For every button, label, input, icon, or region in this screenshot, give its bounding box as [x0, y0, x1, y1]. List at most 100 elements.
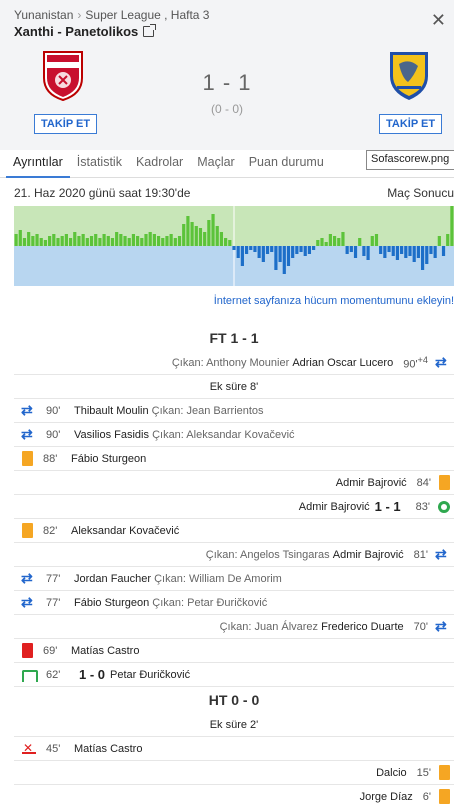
- event-row[interactable]: Çıkan: Angelos Tsingaras Admir Bajrović 8…: [14, 543, 454, 567]
- momentum-bar: [437, 236, 441, 246]
- event-row[interactable]: 62' 1 - 0 Petar Đuričković: [14, 663, 454, 687]
- momentum-bar: [353, 246, 358, 258]
- event-row[interactable]: Çıkan: Juan Álvarez Frederico Duarte 70': [14, 615, 454, 639]
- momentum-bar: [18, 230, 22, 246]
- breadcrumb: Yunanistan › Super League , Hafta 3: [14, 8, 209, 22]
- momentum-bar: [450, 206, 454, 246]
- match-result-label: Maç Sonucu: [387, 186, 454, 200]
- yellow-card-icon: [439, 765, 450, 780]
- tab-matches[interactable]: Maçlar: [197, 155, 235, 169]
- event-row[interactable]: 69' Matías Castro: [14, 639, 454, 663]
- breadcrumb-league[interactable]: Super League , Hafta 3: [85, 8, 210, 22]
- momentum-bar: [110, 238, 115, 246]
- close-icon[interactable]: ✕: [430, 10, 446, 30]
- player-in: Fábio Sturgeon: [74, 596, 150, 609]
- momentum-bar: [106, 236, 110, 246]
- away-team-logo: [390, 52, 428, 100]
- breadcrumb-country[interactable]: Yunanistan: [14, 8, 74, 22]
- player-name: Matías Castro: [71, 644, 140, 657]
- momentum-bar: [81, 234, 85, 246]
- player-name: Matías Castro: [74, 742, 143, 755]
- momentum-bar: [31, 236, 35, 246]
- goal-scorer: Admir Bajrović: [298, 500, 370, 513]
- event-row[interactable]: 90' Thibault Moulin Çıkan: Jean Barriento…: [14, 399, 454, 423]
- added-time: Ek süre 2': [14, 713, 454, 737]
- momentum-bar: [173, 238, 177, 246]
- event-row[interactable]: Admir Bajrović 1 - 1 83': [14, 495, 454, 519]
- momentum-bar: [358, 238, 362, 246]
- momentum-bar: [249, 246, 253, 250]
- event-minute: 77': [46, 572, 61, 585]
- tab-lineups[interactable]: Kadrolar: [135, 155, 184, 169]
- goal-scorer: Petar Đuričković: [110, 668, 191, 681]
- momentum-bar: [219, 232, 224, 246]
- momentum-bar: [307, 246, 312, 254]
- momentum-bar: [257, 246, 261, 258]
- event-row[interactable]: Jorge Díaz 6': [14, 785, 454, 808]
- momentum-bar: [324, 242, 328, 246]
- momentum-bar: [115, 232, 119, 246]
- follow-away-button[interactable]: TAKİP ET: [379, 114, 443, 134]
- follow-home-button[interactable]: TAKİP ET: [34, 114, 98, 134]
- extra-minute: +4: [417, 354, 428, 365]
- momentum-bar: [265, 246, 270, 254]
- event-row[interactable]: 77' Jordan Faucher Çıkan: William De Amor…: [14, 567, 454, 591]
- player-in: Vasilios Fasidis: [74, 428, 149, 441]
- momentum-bar: [140, 238, 144, 246]
- momentum-bar: [136, 236, 140, 246]
- momentum-bar: [441, 246, 446, 256]
- momentum-bar: [295, 246, 299, 254]
- match-title[interactable]: Xanthi - Panetolikos: [14, 24, 157, 39]
- event-row[interactable]: 82' Aleksandar Kovačević: [14, 519, 454, 543]
- event-row[interactable]: 45' Matías Castro: [14, 737, 454, 761]
- player-out: Çıkan: Anthony Mounier: [171, 356, 290, 369]
- event-row[interactable]: Çıkan: Anthony Mounier Adrian Oscar Luce…: [14, 351, 454, 375]
- momentum-bar: [207, 220, 211, 246]
- momentum-bar: [152, 234, 156, 246]
- event-row[interactable]: 77' Fábio Sturgeon Çıkan: Petar Đuričkovi…: [14, 591, 454, 615]
- event-timeline: FT 1 - 1 Çıkan: Anthony Mounier Adrian Os…: [14, 325, 454, 808]
- event-row[interactable]: 88' Fábio Sturgeon: [14, 447, 454, 471]
- tab-statistics[interactable]: İstatistik: [76, 155, 122, 169]
- momentum-bar: [370, 236, 374, 246]
- player-in: Frederico Duarte: [321, 620, 404, 633]
- embed-momentum-link[interactable]: İnternet sayfanıza hücum momentumunu ekl…: [213, 295, 454, 307]
- momentum-bar: [270, 246, 274, 252]
- event-row[interactable]: Dalcio 15': [14, 761, 454, 785]
- event-minute: 77': [46, 596, 61, 609]
- momentum-bar: [224, 238, 228, 246]
- yellow-card-icon: [22, 451, 33, 466]
- momentum-bar: [77, 236, 81, 246]
- tab-details[interactable]: Ayrıntılar: [6, 150, 70, 178]
- momentum-bar: [102, 234, 106, 246]
- event-minute: 45': [46, 742, 61, 755]
- chevron-right-icon: ›: [77, 8, 82, 22]
- momentum-bar: [156, 236, 161, 246]
- match-date: 21. Haz 2020 günü saat 19:30'de: [14, 186, 191, 200]
- momentum-bar: [345, 246, 349, 254]
- yellow-card-icon: [439, 789, 450, 804]
- momentum-bar: [27, 232, 31, 246]
- substitution-icon: [21, 594, 36, 611]
- event-row[interactable]: Admir Bajrović 84': [14, 471, 454, 495]
- home-team-logo: [43, 51, 83, 102]
- momentum-bar: [391, 246, 395, 256]
- event-minute: 69': [43, 644, 58, 657]
- momentum-bar: [35, 234, 39, 246]
- momentum-bar: [43, 240, 48, 246]
- period-score: HT 0 - 0: [208, 692, 260, 708]
- momentum-bar: [337, 238, 341, 246]
- filename-tooltip: Sofascorew.png: [366, 150, 454, 170]
- tab-bar: Ayrıntılar İstatistik Kadrolar Maçlar Pu…: [0, 150, 454, 178]
- momentum-bar: [52, 234, 56, 246]
- player-in: Admir Bajrović: [332, 548, 404, 561]
- event-minute: 82': [43, 524, 58, 537]
- momentum-bar: [85, 238, 89, 246]
- momentum-bar: [14, 234, 18, 246]
- event-row[interactable]: 90' Vasilios Fasidis Çıkan: Aleksandar Ko…: [14, 423, 454, 447]
- momentum-bar: [148, 232, 152, 246]
- substitution-icon: [435, 546, 450, 563]
- tab-standings[interactable]: Puan durumu: [248, 155, 324, 169]
- external-link-icon[interactable]: [143, 24, 157, 37]
- momentum-bar: [433, 246, 437, 258]
